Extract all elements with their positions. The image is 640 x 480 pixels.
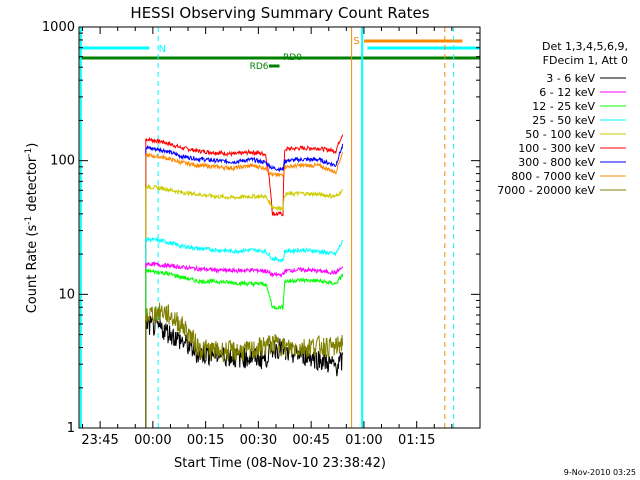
series-line	[145, 236, 343, 429]
y-tick-label: 100	[50, 154, 75, 169]
series-line	[145, 315, 344, 429]
plot-area: N S RD0 RD6	[79, 27, 480, 429]
chart-title: HESSI Observing Summary Count Rates	[130, 4, 429, 22]
legend-header: Det 1,3,4,5,6,9,	[542, 40, 628, 53]
y-axis: 1 10 100 1000	[42, 20, 480, 436]
series-line	[145, 184, 344, 429]
x-tick-label: 23:45	[81, 433, 118, 448]
rd6-label: RD6	[250, 62, 269, 72]
legend-label: 25 - 50 keV	[532, 114, 595, 127]
x-axis-label: Start Time (08-Nov-10 23:38:42)	[174, 456, 386, 471]
x-axis: 23:45 00:00 00:15 00:30 00:45 01:00 01:15	[81, 27, 453, 448]
legend-label: 12 - 25 keV	[532, 100, 595, 113]
x-tick-label: 01:00	[345, 433, 382, 448]
saa-label: S	[353, 36, 359, 47]
legend: Det 1,3,4,5,6,9,FDecim 1, Att 0 3 - 6 keV…	[497, 40, 628, 197]
legend-label: 3 - 6 keV	[546, 72, 595, 85]
series-line	[145, 152, 344, 429]
night-label: N	[159, 44, 166, 55]
series-line	[145, 268, 344, 429]
plot-frame	[78, 26, 481, 429]
legend-label: 100 - 300 keV	[518, 142, 595, 155]
x-tick-label: 00:15	[187, 433, 224, 448]
legend-label: 50 - 100 keV	[525, 128, 595, 141]
legend-label: 6 - 12 keV	[539, 86, 595, 99]
y-tick-label: 1	[67, 421, 75, 436]
rd0-label: RD0	[283, 53, 302, 63]
y-tick-label: 10	[58, 287, 75, 302]
legend-label: 300 - 800 keV	[518, 156, 595, 169]
series-line	[145, 143, 344, 429]
x-tick-label: 01:15	[398, 433, 435, 448]
legend-label: 800 - 7000 keV	[511, 170, 595, 183]
generation-timestamp: 9-Nov-2010 03:25	[564, 468, 636, 477]
x-tick-label: 00:30	[240, 433, 277, 448]
series-line	[145, 302, 344, 429]
x-tick-label: 00:00	[134, 433, 171, 448]
x-tick-label: 00:45	[292, 433, 329, 448]
legend-header: FDecim 1, Att 0	[543, 54, 628, 67]
series-line	[145, 261, 344, 429]
y-axis-label: Count Rate (s-1 detector-1)	[24, 143, 40, 314]
series-line	[145, 134, 344, 429]
y-tick-label: 1000	[42, 20, 75, 35]
legend-label: 7000 - 20000 keV	[497, 184, 595, 197]
